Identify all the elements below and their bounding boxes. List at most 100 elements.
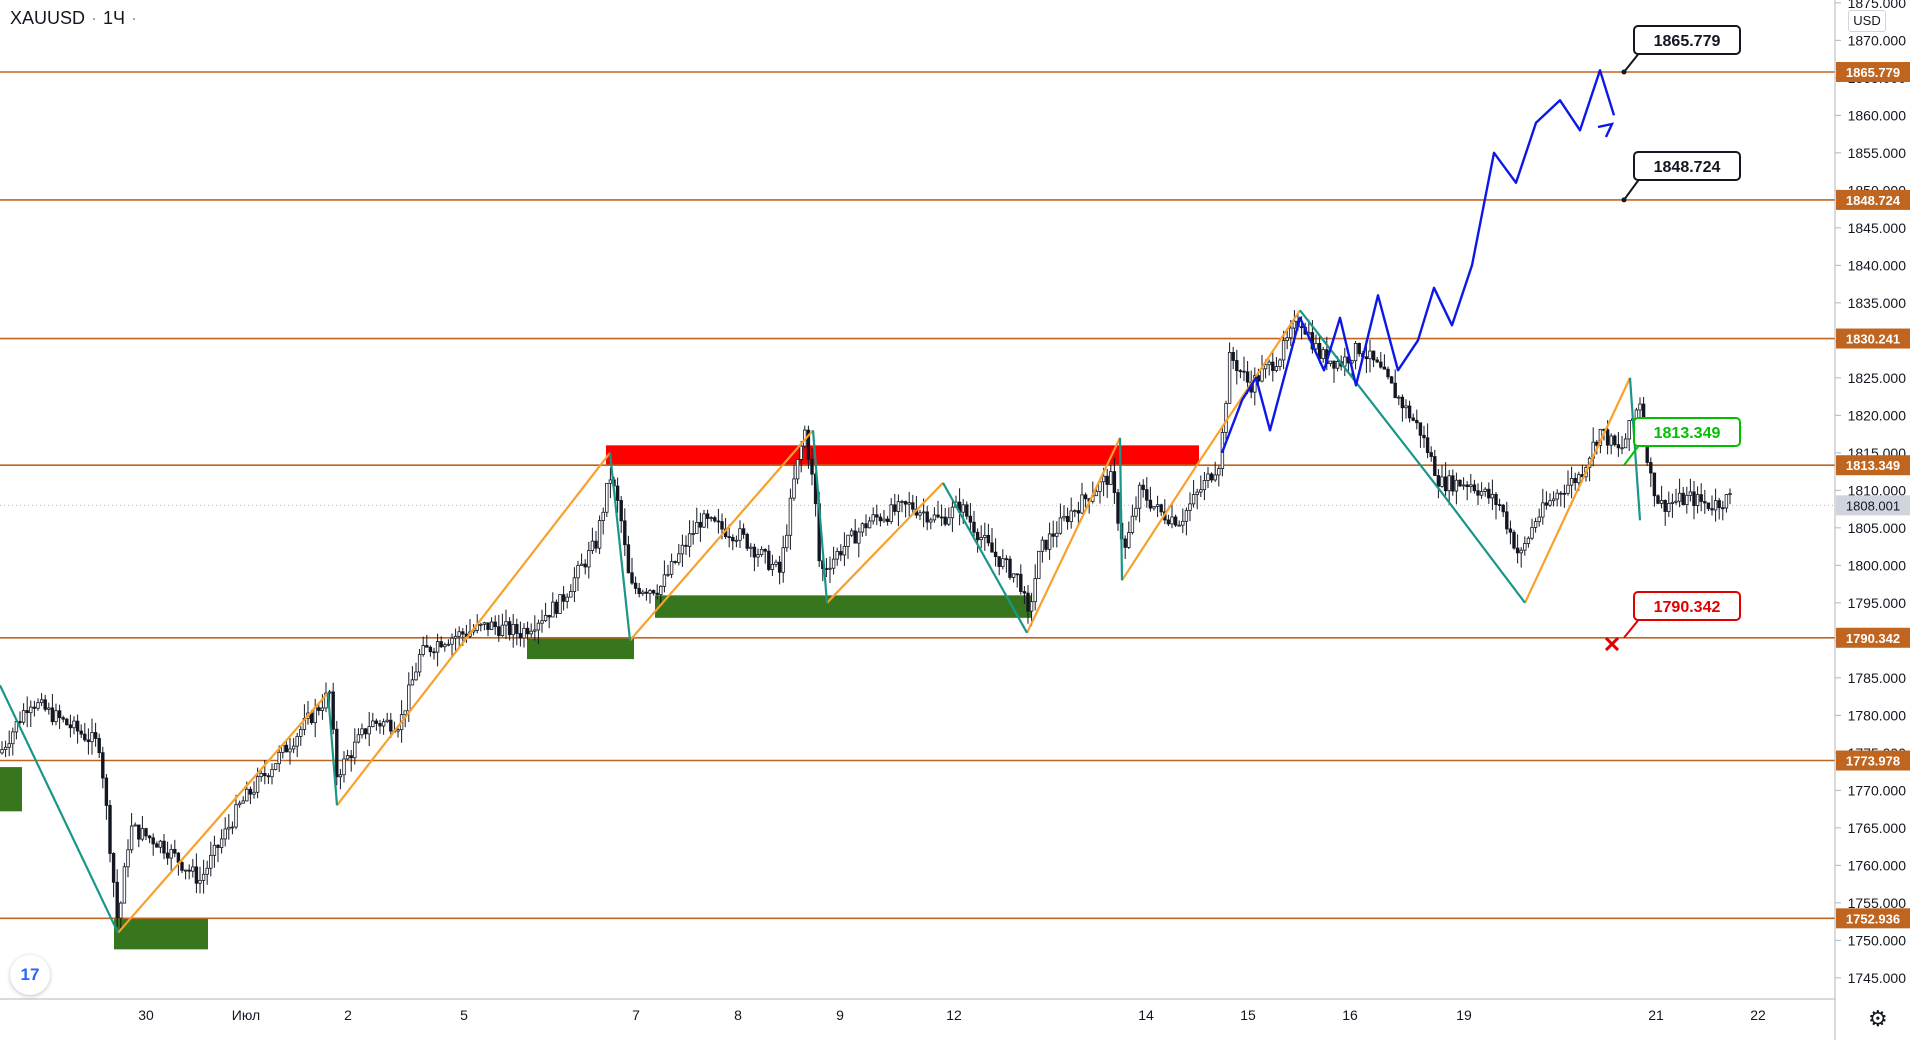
candle-body xyxy=(1667,503,1671,512)
y-axis-tick-label: 1820.000 xyxy=(1848,407,1907,423)
candle-body xyxy=(662,574,667,587)
candle-body xyxy=(680,544,685,555)
candle-body xyxy=(237,802,242,806)
candle-body xyxy=(943,516,947,525)
x-axis-tick-label: Июл xyxy=(232,1007,260,1023)
candle-body xyxy=(385,719,389,723)
candle-body xyxy=(788,497,793,536)
candle-body xyxy=(7,743,11,748)
y-axis-tick-label: 1860.000 xyxy=(1848,107,1907,123)
candle-body xyxy=(122,866,127,904)
candle-body xyxy=(482,622,487,625)
candle-body xyxy=(1170,516,1174,525)
candle-body xyxy=(947,517,951,525)
candle-body xyxy=(1332,360,1336,369)
candle-body xyxy=(320,707,325,711)
candlestick-series xyxy=(0,310,1732,930)
callout-box[interactable] xyxy=(1633,25,1741,55)
candle-body xyxy=(579,563,584,566)
candle-body xyxy=(1555,492,1559,500)
candle-body xyxy=(1026,592,1030,612)
down-wave-line xyxy=(326,692,339,806)
callout-box[interactable] xyxy=(1633,151,1741,181)
candle-body xyxy=(273,763,278,770)
level-price-label: 1790.342 xyxy=(1846,631,1900,646)
candle-body xyxy=(1155,504,1160,507)
candle-body xyxy=(1292,320,1297,329)
candle-body xyxy=(36,702,40,709)
currency-selector[interactable]: USD xyxy=(1848,10,1886,32)
candle-body xyxy=(1224,403,1228,433)
candle-body xyxy=(205,867,209,875)
callout-box[interactable] xyxy=(1633,417,1741,447)
up-wave-line xyxy=(336,452,611,806)
candle-body xyxy=(986,534,991,544)
candle-body xyxy=(324,692,328,709)
candle-body xyxy=(1159,504,1163,513)
candle-body xyxy=(993,551,998,558)
candle-body xyxy=(1217,468,1221,476)
tradingview-logo-icon[interactable]: 17 xyxy=(10,955,50,995)
candle-body xyxy=(216,844,220,848)
candle-body xyxy=(1181,520,1185,526)
candle-body xyxy=(810,458,814,475)
candle-body xyxy=(43,699,47,710)
candle-body xyxy=(752,546,757,558)
candle-body xyxy=(1033,578,1037,603)
candle-body xyxy=(1465,484,1469,488)
candle-body xyxy=(309,712,314,724)
candle-body xyxy=(1037,550,1041,579)
candle-body xyxy=(57,710,62,719)
last-price-label: 1808.001 xyxy=(1846,498,1900,513)
candle-body xyxy=(417,654,422,673)
candle-body xyxy=(32,706,37,709)
candle-body xyxy=(583,563,587,568)
level-price-label: 1813.349 xyxy=(1846,458,1900,473)
candle-body xyxy=(1109,471,1113,485)
candle-body xyxy=(565,596,569,602)
candle-body xyxy=(54,710,58,723)
candle-body xyxy=(1357,343,1361,355)
candle-body xyxy=(86,739,91,743)
candle-body xyxy=(133,824,137,827)
forecast-arrow-head xyxy=(1597,122,1615,138)
candle-body xyxy=(576,565,580,579)
candle-body xyxy=(396,729,400,732)
x-axis-tick-label: 8 xyxy=(734,1007,742,1023)
candle-body xyxy=(1627,420,1631,440)
candle-body xyxy=(270,769,274,778)
candle-body xyxy=(990,542,994,553)
callout-box[interactable] xyxy=(1633,591,1741,621)
candle-body xyxy=(1116,492,1120,524)
candle-body xyxy=(223,828,227,840)
candle-body xyxy=(1724,494,1729,509)
x-axis-tick-label: 16 xyxy=(1342,1007,1358,1023)
candle-body xyxy=(1685,494,1689,506)
candle-body xyxy=(1721,507,1725,510)
gear-icon[interactable]: ⚙ xyxy=(1868,1006,1888,1031)
candle-body xyxy=(853,530,857,544)
candle-body xyxy=(615,485,620,501)
x-axis-tick-label: 30 xyxy=(138,1007,154,1023)
candle-body xyxy=(1141,484,1145,491)
candle-body xyxy=(1681,492,1685,506)
candle-body xyxy=(39,699,44,704)
candle-body xyxy=(597,520,602,549)
level-price-tag xyxy=(1836,189,1910,210)
candle-body xyxy=(929,519,933,523)
candle-body xyxy=(1699,494,1703,502)
candle-body xyxy=(900,501,904,503)
candle-body xyxy=(529,630,533,635)
x-axis-tick-label: 21 xyxy=(1648,1007,1664,1023)
symbol-title[interactable]: XAUUSD · 1Ч · xyxy=(10,8,138,28)
candle-body xyxy=(1663,499,1667,512)
candle-body xyxy=(864,523,868,529)
candle-body xyxy=(1562,492,1567,495)
candle-body xyxy=(1231,352,1235,361)
candle-body xyxy=(259,772,263,778)
candle-body xyxy=(111,853,116,883)
candle-body xyxy=(443,644,447,648)
candle-body xyxy=(637,587,641,595)
y-axis-tick-label: 1845.000 xyxy=(1848,220,1907,236)
